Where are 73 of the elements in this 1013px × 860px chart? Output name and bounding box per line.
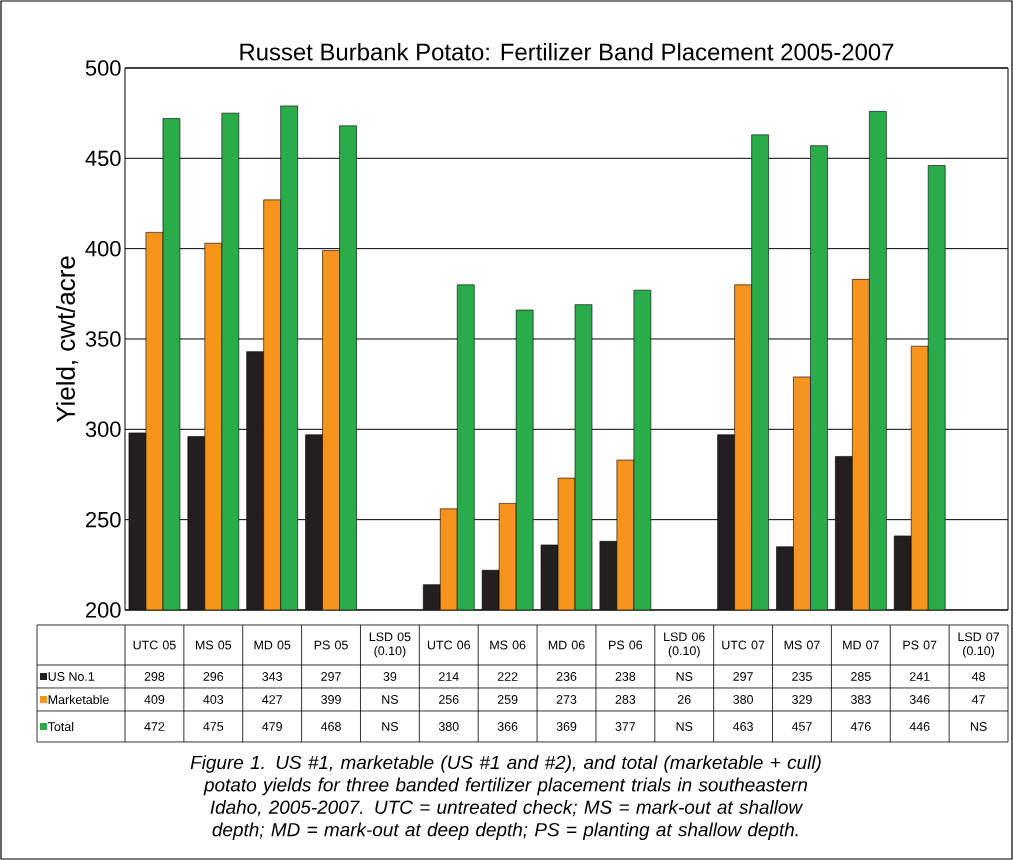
data-label: 256 <box>439 695 459 704</box>
y-tick-label: 200 <box>86 602 121 618</box>
x-tick-label: MD 07 <box>843 640 879 650</box>
data-label: 298 <box>144 672 165 681</box>
data-label: 383 <box>850 695 871 704</box>
data-label: 472 <box>144 722 165 731</box>
legend-label: Marketable <box>48 694 109 705</box>
x-tick-label: UTC 07 <box>722 640 765 650</box>
text: 47 <box>971 695 985 704</box>
x-tick-label: UTC 06 <box>427 640 471 650</box>
data-label: 369 <box>556 722 577 731</box>
data-label: 214 <box>439 672 459 681</box>
data-label: 476 <box>850 722 871 731</box>
text: NS <box>382 695 398 704</box>
data-label: 463 <box>733 722 753 731</box>
y-tick-label: 500 <box>85 60 121 76</box>
y-axis-title: Yield, cwt/acre <box>56 256 79 423</box>
x-tick-label: MD 06 <box>548 640 585 650</box>
data-label: 475 <box>203 722 224 731</box>
data-label: 403 <box>203 695 224 704</box>
data-label: 329 <box>792 695 812 704</box>
y-tick-label: 350 <box>85 331 121 347</box>
data-label: 446 <box>909 722 930 731</box>
x-tick-label: MD 05 <box>254 640 291 650</box>
chart-title: Russet Burbank Potato: Fertilizer Band Placement 2005-2007 <box>240 42 894 61</box>
data-label: 366 <box>497 722 518 731</box>
data-label: 343 <box>262 672 283 681</box>
data-label: 285 <box>851 672 871 681</box>
text: 48 <box>971 672 985 681</box>
text: NS <box>676 722 693 731</box>
x-tick-label: MS 05 <box>195 640 232 650</box>
data-label: 297 <box>321 672 341 681</box>
text: NS <box>382 722 398 731</box>
data-label: 235 <box>792 672 812 681</box>
x-tick-label: PS 07 <box>903 640 937 650</box>
text: 39 <box>383 672 397 681</box>
x-tick-label: LSD 05 (0.10) <box>369 632 411 658</box>
data-label: 479 <box>262 722 282 731</box>
data-label: 346 <box>909 695 930 704</box>
x-tick-label: PS 05 <box>314 640 348 650</box>
data-label: 409 <box>144 695 165 704</box>
y-tick-label: 250 <box>86 511 121 528</box>
y-tick-label: 450 <box>85 150 121 167</box>
text: 26 <box>677 695 691 704</box>
caption: Figure 1. US #1, marketable (US #1 and #2), and total (marketable + cull) potato yields for three banded fertilizer placement trials in southeastern Idaho, 2005-2007. UTC = untreated check; MS = mark-out at shallow depth; MD = mark-out at deep depth; PS = planting at shallow depth. <box>190 755 821 841</box>
text: NS <box>970 722 987 731</box>
data-label: 468 <box>320 722 341 731</box>
x-tick-label: MS 07 <box>784 640 820 650</box>
data-label: 236 <box>556 672 577 681</box>
data-label: 238 <box>615 672 636 681</box>
x-tick-label: LSD 06 (0.10) <box>664 632 705 658</box>
data-label: 222 <box>497 672 518 681</box>
data-label: 296 <box>203 672 224 681</box>
data-label: 273 <box>556 695 577 704</box>
data-label: 283 <box>615 695 636 704</box>
x-tick-label: LSD 07 (0.10) <box>958 632 1000 658</box>
data-label: 259 <box>497 695 518 704</box>
data-label: 457 <box>791 722 812 731</box>
y-tick-label: 400 <box>85 240 121 257</box>
legend-label: Total <box>47 721 74 732</box>
x-tick-label: MS 06 <box>490 640 526 650</box>
data-label: 241 <box>909 672 930 681</box>
data-label: 297 <box>733 672 753 681</box>
text: NS <box>676 672 693 681</box>
data-label: 399 <box>321 695 341 704</box>
x-tick-label: UTC 05 <box>133 640 176 650</box>
data-label: 377 <box>615 722 636 731</box>
data-label: 380 <box>733 695 753 704</box>
y-tick-label: 300 <box>85 421 121 438</box>
legend-label: US No.1 <box>48 672 95 681</box>
x-tick-label: PS 06 <box>609 640 643 650</box>
data-label: 427 <box>262 695 282 704</box>
data-label: 380 <box>438 722 459 731</box>
